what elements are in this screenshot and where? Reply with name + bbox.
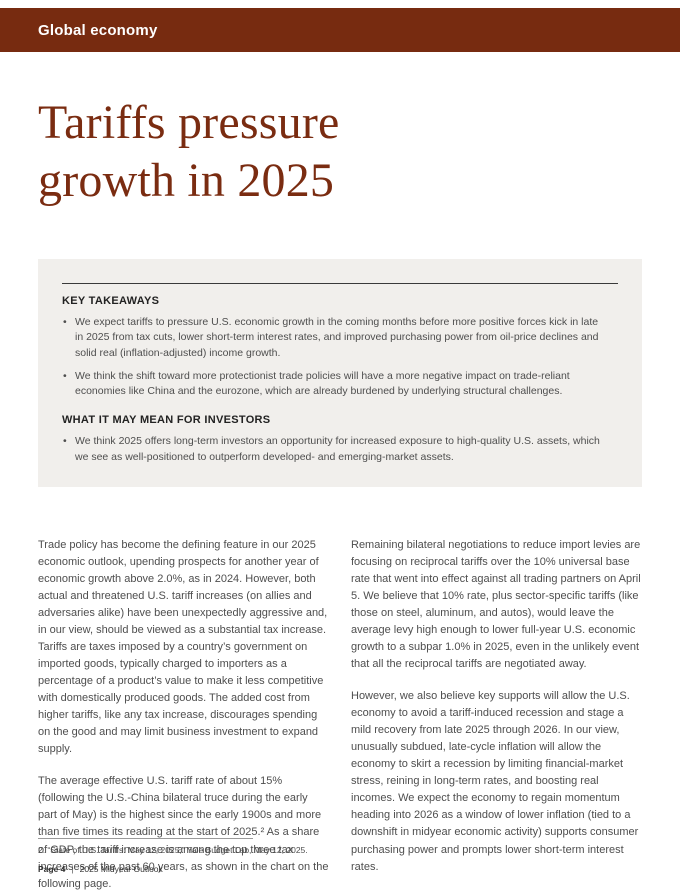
section-header-bar: Global economy — [0, 8, 680, 52]
section-header-label: Global economy — [38, 21, 158, 39]
footer-separator: | — [71, 864, 74, 874]
body-paragraph: Trade policy has become the defining fea… — [38, 538, 328, 756]
footnote-divider — [38, 838, 253, 840]
document-page: Global economy Tariffs pressure growth i… — [0, 8, 680, 890]
key-takeaways-list: We expect tariffs to pressure U.S. econo… — [62, 315, 618, 399]
body-paragraph: The average effective U.S. tariff rate o… — [38, 775, 329, 890]
key-takeaways-heading: KEY TAKEAWAYS — [62, 295, 160, 308]
page-number: Page 4 — [38, 864, 66, 874]
takeaway-bullet: We expect tariffs to pressure U.S. econo… — [62, 315, 607, 361]
page-title: Tariffs pressure growth in 2025 — [38, 96, 340, 207]
footnote: 2. “State of U.S. Tariffs: May 12, 2025,… — [38, 845, 308, 856]
investor-meaning-heading: WHAT IT MAY MEAN FOR INVESTORS — [62, 414, 271, 427]
key-takeaways-box: KEY TAKEAWAYS We expect tariffs to press… — [38, 259, 642, 487]
takeaway-bullet: We think 2025 offers long-term investors… — [62, 434, 607, 464]
publication-title: 2025 Midyear Outlook — [79, 864, 163, 874]
page-footer: 2. “State of U.S. Tariffs: May 12, 2025,… — [38, 838, 642, 874]
body-columns: Trade policy has become the defining fea… — [38, 537, 642, 893]
body-paragraph: However, we also believe key supports wi… — [351, 690, 639, 873]
investor-meaning-list: We think 2025 offers long-term investors… — [62, 434, 618, 464]
body-column-right: Remaining bilateral negotiations to redu… — [351, 537, 642, 893]
body-column-left: Trade policy has become the defining fea… — [38, 537, 329, 893]
page-number-line: Page 4 | 2025 Midyear Outlook — [38, 864, 642, 874]
takeaways-divider — [62, 283, 618, 285]
takeaway-bullet: We think the shift toward more protectio… — [62, 369, 607, 399]
body-paragraph: Remaining bilateral negotiations to redu… — [351, 538, 641, 671]
